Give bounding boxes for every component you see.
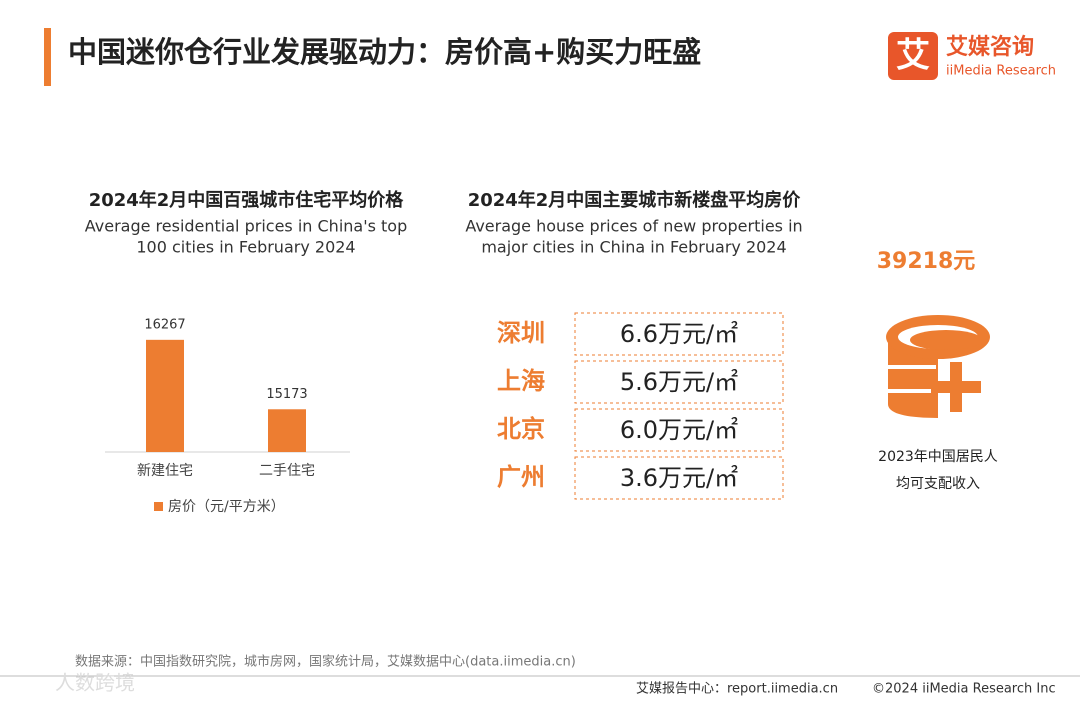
title-accent (44, 28, 51, 86)
source: 数据来源：中国指数研究院，城市房网，国家统计局，艾媒数据中心(data.iime… (75, 654, 576, 670)
city-name: 上海 (497, 367, 545, 395)
chart-subtitle: Average residential prices in China's to… (85, 217, 408, 236)
prices-title: 2024年2月中国主要城市新楼盘平均房价 (468, 189, 802, 211)
income-caption: 2023年中国居民人 (878, 449, 998, 465)
footer-site: 艾媒报告中心：report.iimedia.cn (636, 682, 838, 697)
watermark: 人数跨境 (55, 671, 135, 695)
logo-box (888, 32, 938, 80)
bar (268, 409, 306, 452)
city-price: 5.6万元/㎡ (620, 368, 738, 396)
income-value: 39218元 (877, 249, 976, 274)
value-label: 16267 (144, 317, 185, 332)
value-label: 15173 (266, 387, 307, 402)
price-box (574, 456, 784, 500)
city-price: 6.0万元/㎡ (620, 416, 738, 444)
logo-cn: 艾媒咨询 (946, 34, 1034, 60)
city-name: 深圳 (497, 319, 545, 347)
logo-en: iiMedia Research (946, 64, 1056, 79)
prices-subtitle: Average house prices of new properties i… (465, 217, 802, 236)
city-name: 广州 (497, 463, 545, 491)
price-box (574, 312, 784, 356)
city-name: 北京 (497, 415, 545, 443)
legend-swatch (154, 502, 163, 511)
x-tick-label: 新建住宅 (137, 463, 193, 479)
chart-subtitle: 100 cities in February 2024 (136, 238, 355, 257)
chart-title: 2024年2月中国百强城市住宅平均价格 (89, 189, 405, 211)
footer-copyright: ©2024 iiMedia Research Inc (872, 682, 1056, 697)
slide-title: 中国迷你仓行业发展驱动力：房价高+购买力旺盛 (68, 35, 701, 69)
city-price: 6.6万元/㎡ (620, 320, 738, 348)
x-tick-label: 二手住宅 (259, 463, 315, 479)
logo-mark: 艾 (896, 36, 930, 76)
prices-subtitle: major cities in China in February 2024 (481, 238, 786, 257)
city-price: 3.6万元/㎡ (620, 464, 738, 492)
income-caption: 均可支配收入 (896, 476, 980, 492)
price-box (574, 408, 784, 452)
legend-label: 房价（元/平方米） (168, 499, 285, 515)
coin-icon (886, 315, 990, 418)
price-box (574, 360, 784, 404)
bar (146, 339, 184, 452)
